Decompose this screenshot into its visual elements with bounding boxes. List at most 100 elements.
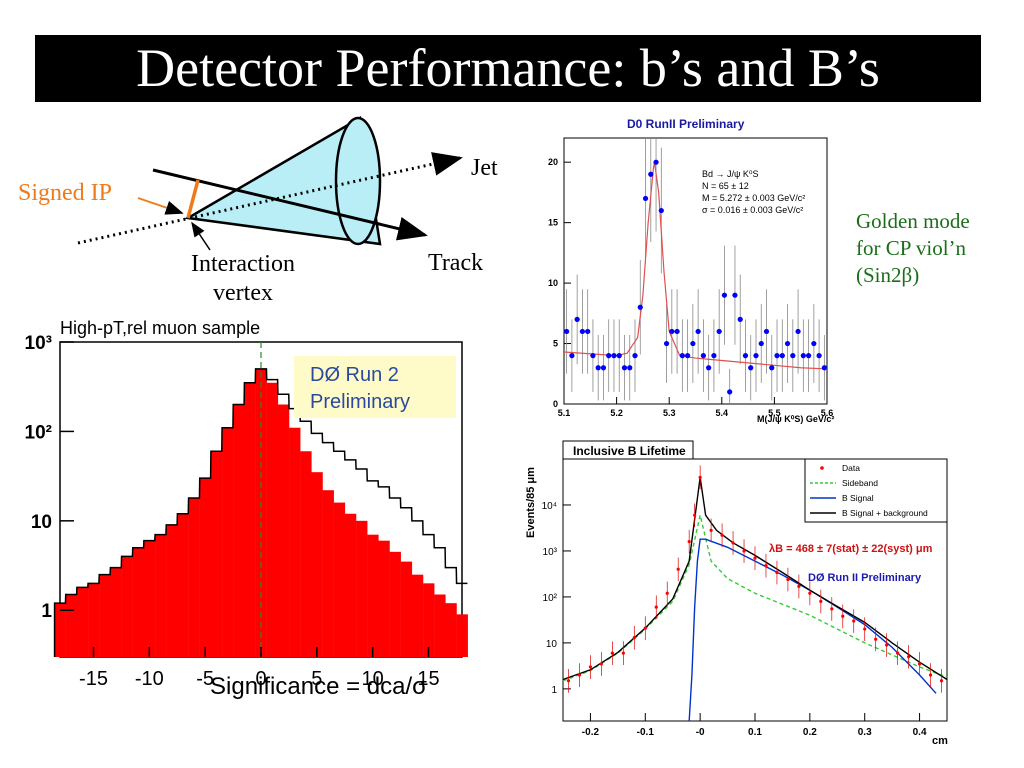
data-point (742, 549, 746, 553)
legend-line-3: M = 5.272 ± 0.003 GeV/c² (702, 193, 805, 203)
histogram-bin (300, 451, 312, 657)
outline-histogram (53, 368, 468, 657)
histogram-bin (244, 382, 256, 657)
data-point (590, 353, 596, 359)
histogram-bin (411, 574, 424, 657)
golden-mode-note: Golden mode for CP viol’n (Sin2β) (856, 208, 970, 289)
data-point (797, 584, 801, 588)
data-point (648, 171, 654, 177)
signed-ip-arrow (137, 197, 184, 215)
data-point (621, 365, 628, 371)
signed-ip-label: Signed IP (18, 180, 113, 206)
legend-label: Data (842, 463, 860, 473)
data-point (569, 353, 575, 359)
jet-cone-diagram (77, 116, 463, 251)
histogram-bin (110, 567, 122, 657)
interaction-vertex-label: Interaction vertex (191, 251, 295, 306)
data-point (679, 353, 685, 359)
legend-label: B Signal (842, 493, 874, 503)
y-tick-label: 0 (553, 399, 558, 409)
y-tick-label: 10 (546, 639, 558, 650)
histogram-bin (199, 478, 212, 657)
data-point (632, 353, 638, 359)
data-point (811, 340, 817, 347)
data-point (693, 513, 697, 517)
data-point (885, 643, 889, 647)
x-tick-label: 5.5 (768, 408, 781, 418)
data-point (611, 353, 617, 359)
title-bar: Detector Performance: b’s and B’s (35, 35, 981, 102)
data-point (939, 679, 944, 683)
data-point (585, 328, 591, 335)
data-point (753, 556, 757, 560)
x-tick-label: -5 (196, 668, 214, 690)
b-lifetime-chart: Inclusive B Lifetime -0.2 -0.1 -0 0.1 0.2 0.3… (525, 440, 948, 747)
data-point (687, 539, 691, 544)
x-tick-label: 0 (255, 668, 266, 690)
legend-marker (820, 466, 824, 470)
data-point (566, 679, 571, 683)
x-tick-label: 0.4 (913, 727, 927, 738)
legend: Data Sideband B Signal B Signal + backgroun… (810, 463, 928, 518)
data-point (579, 328, 586, 335)
histogram-bin (367, 534, 379, 657)
data-point (632, 636, 636, 640)
filled-histogram (54, 368, 468, 657)
y-tick-label: 5 (553, 339, 558, 349)
data-point (627, 365, 633, 371)
data-point (588, 665, 593, 669)
jet-cone-mouth (334, 116, 382, 246)
chart-title: High-pT,rel muon sample (60, 318, 260, 338)
y-tick-label: 15 (548, 218, 558, 228)
golden-mode-line-1: Golden mode (856, 209, 970, 233)
histogram-bin (166, 524, 178, 657)
data-point (665, 591, 669, 595)
data-point (731, 541, 735, 545)
data-point (711, 353, 717, 359)
ip-significance-chart: High-pT,rel muon sample -15 -10 -5 0 5 10 15 1 1… (25, 318, 468, 700)
fit-curve (563, 162, 828, 370)
data-point (742, 353, 749, 359)
data-point (795, 328, 801, 335)
x-tick-label: -10 (135, 668, 164, 690)
data-point (674, 328, 680, 335)
x-tick-label: -0 (696, 727, 705, 738)
histogram-bin (222, 427, 234, 657)
outline-path (53, 368, 468, 657)
signed-ip-segment (186, 179, 200, 219)
data-point (819, 599, 823, 603)
data-point (706, 365, 712, 371)
data-point (599, 662, 603, 666)
legend-box (804, 458, 948, 523)
histogram-bin (143, 540, 156, 657)
x-axis-label: M(J/ψ K⁰S) GeV/c² (757, 414, 834, 424)
x-tick-label: 0.2 (803, 727, 817, 738)
histogram-bin (400, 561, 413, 657)
data-point (764, 564, 768, 568)
annotation-line-1: DØ Run 2 (310, 364, 399, 386)
histogram-bin (277, 404, 290, 657)
histogram-bin (88, 583, 100, 657)
histogram-bin (155, 534, 167, 657)
data-point (775, 570, 779, 575)
data-point (690, 340, 696, 347)
histogram-bin (54, 603, 66, 657)
histogram-bin (266, 382, 279, 657)
data-point (917, 662, 922, 666)
data-point (564, 328, 570, 335)
y-tick-label: 10⁴ (542, 501, 557, 512)
y-tick-label: 10³ (25, 333, 52, 354)
histogram-bin (132, 547, 145, 657)
jet-label: Jet (471, 155, 498, 181)
histogram-bin (188, 498, 200, 657)
y-tick-label: 10² (543, 593, 558, 604)
x-axis-label: cm (932, 735, 948, 747)
y-tick-label: 10 (548, 278, 558, 288)
data-point (716, 328, 722, 335)
histogram-bin (311, 472, 323, 657)
axes: 5.1 5.2 5.3 5.4 5.5 5.6 0 5 10 15 20 (548, 157, 833, 418)
data-point (779, 353, 785, 359)
annotation-box (294, 356, 456, 418)
data-point (643, 626, 647, 630)
axes: -15 -10 -5 0 5 10 15 1 10 10² 10³ (25, 333, 440, 690)
